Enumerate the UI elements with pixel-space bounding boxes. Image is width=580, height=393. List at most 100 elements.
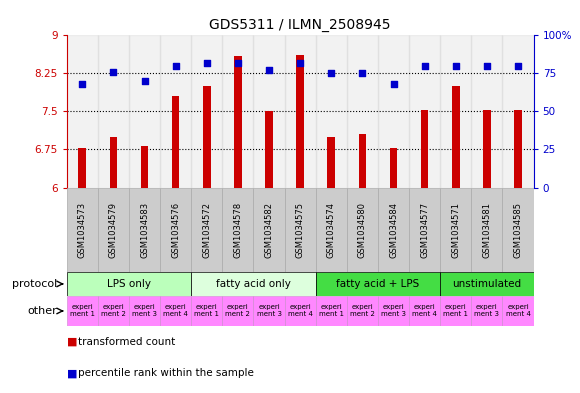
Point (513, 62, 523, 69)
Bar (110, 137, 117, 187)
Bar (358, 134, 366, 187)
Text: experi
ment 4: experi ment 4 (163, 305, 188, 318)
Bar (316, 35, 347, 187)
Point (420, 62, 429, 69)
Bar (253, 296, 285, 326)
Text: unstimulated: unstimulated (452, 279, 521, 289)
Text: experi
ment 3: experi ment 3 (132, 305, 157, 318)
Bar (191, 35, 222, 187)
Text: GSM1034578: GSM1034578 (233, 202, 242, 258)
Text: fatty acid + LPS: fatty acid + LPS (336, 279, 419, 289)
Bar (160, 296, 191, 326)
Text: experi
ment 2: experi ment 2 (226, 305, 251, 318)
Bar (222, 187, 253, 272)
Bar (502, 296, 534, 326)
Text: GSM1034571: GSM1034571 (451, 202, 461, 258)
Bar (316, 272, 440, 296)
Bar (378, 35, 409, 187)
Bar (222, 296, 253, 326)
Bar (78, 148, 86, 187)
Text: GSM1034581: GSM1034581 (483, 202, 491, 258)
Text: experi
ment 3: experi ment 3 (474, 305, 499, 318)
Text: GSM1034576: GSM1034576 (171, 202, 180, 258)
Bar (347, 35, 378, 187)
Bar (253, 35, 285, 187)
Bar (129, 35, 160, 187)
Bar (129, 296, 160, 326)
Text: GSM1034579: GSM1034579 (109, 202, 118, 258)
Bar (172, 96, 179, 187)
Point (78, 81, 87, 87)
Bar (316, 296, 347, 326)
Point (233, 60, 242, 66)
Text: GSM1034585: GSM1034585 (513, 202, 523, 258)
Text: fatty acid only: fatty acid only (216, 279, 291, 289)
Point (140, 78, 149, 84)
Text: protocol: protocol (12, 279, 57, 289)
Bar (285, 35, 316, 187)
Bar (191, 296, 222, 326)
Bar (265, 112, 273, 187)
Bar (67, 272, 191, 296)
Point (483, 62, 492, 69)
Bar (129, 187, 160, 272)
Bar (191, 187, 222, 272)
Text: LPS only: LPS only (107, 279, 151, 289)
Bar (160, 187, 191, 272)
Text: experi
ment 4: experi ment 4 (288, 305, 313, 318)
Bar (191, 272, 316, 296)
Bar (440, 272, 534, 296)
Text: experi
ment 1: experi ment 1 (443, 305, 468, 318)
Bar (203, 86, 211, 187)
Point (202, 60, 212, 66)
Point (327, 70, 336, 77)
Bar (285, 187, 316, 272)
Bar (502, 35, 534, 187)
Text: experi
ment 4: experi ment 4 (412, 305, 437, 318)
Bar (378, 296, 409, 326)
Text: experi
ment 2: experi ment 2 (101, 305, 126, 318)
Text: other: other (28, 306, 57, 316)
Bar (347, 296, 378, 326)
Point (171, 62, 180, 69)
Bar (347, 187, 378, 272)
Bar (316, 187, 347, 272)
Bar (472, 296, 502, 326)
Bar (98, 35, 129, 187)
Text: ■: ■ (67, 368, 77, 378)
Text: experi
ment 4: experi ment 4 (506, 305, 531, 318)
Bar (67, 35, 98, 187)
Bar (483, 110, 491, 187)
Bar (440, 296, 472, 326)
Bar (328, 137, 335, 187)
Bar (67, 187, 98, 272)
Text: GSM1034584: GSM1034584 (389, 202, 398, 258)
Title: GDS5311 / ILMN_2508945: GDS5311 / ILMN_2508945 (209, 18, 391, 31)
Bar (160, 35, 191, 187)
Point (109, 69, 118, 75)
Point (264, 67, 274, 73)
Bar (67, 296, 98, 326)
Bar (98, 187, 129, 272)
Text: GSM1034580: GSM1034580 (358, 202, 367, 258)
Text: experi
ment 3: experi ment 3 (256, 305, 281, 318)
Bar (222, 35, 253, 187)
Bar (514, 110, 522, 187)
Text: experi
ment 1: experi ment 1 (319, 305, 344, 318)
Bar (472, 35, 502, 187)
Text: transformed count: transformed count (78, 337, 176, 347)
Bar (452, 86, 459, 187)
Text: GSM1034583: GSM1034583 (140, 202, 149, 258)
Text: GSM1034582: GSM1034582 (264, 202, 274, 258)
Point (296, 60, 305, 66)
Point (389, 81, 398, 87)
Bar (285, 296, 316, 326)
Bar (421, 110, 429, 187)
Text: experi
ment 3: experi ment 3 (381, 305, 406, 318)
Text: GSM1034574: GSM1034574 (327, 202, 336, 258)
Bar (472, 187, 502, 272)
Text: experi
ment 2: experi ment 2 (350, 305, 375, 318)
Bar (409, 35, 440, 187)
Text: ■: ■ (67, 337, 77, 347)
Text: GSM1034575: GSM1034575 (296, 202, 304, 258)
